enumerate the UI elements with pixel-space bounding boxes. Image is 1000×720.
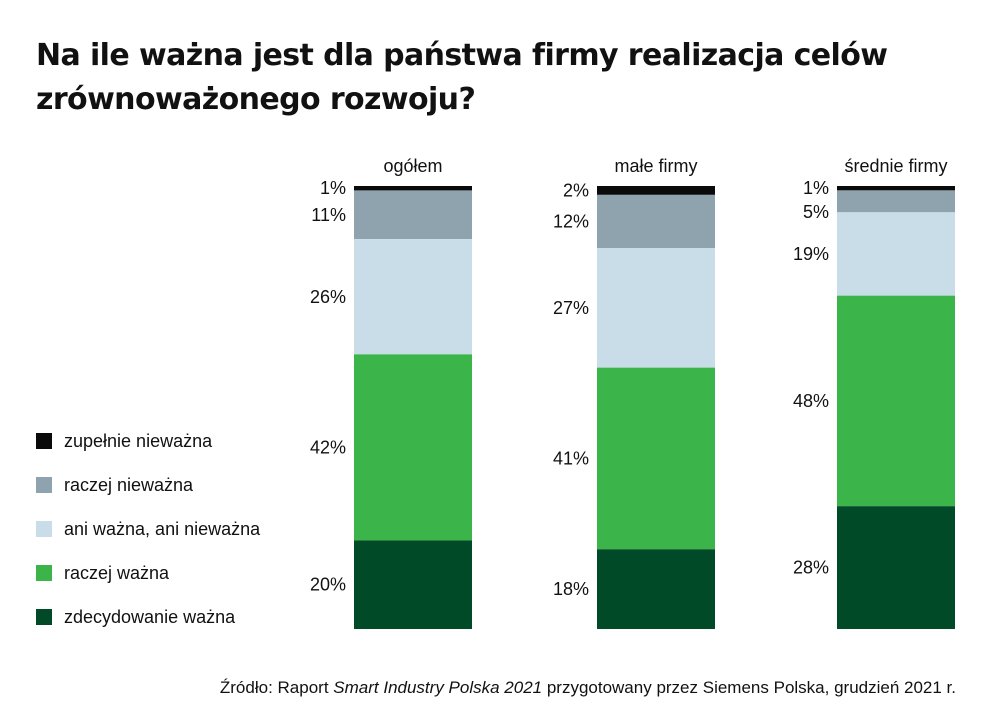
legend-item-ani-wazna: ani ważna, ani nieważna	[36, 518, 260, 540]
legend-item-zupelnie-niewazna: zupełnie nieważna	[36, 430, 260, 452]
bar-segment-zdecydowanie-wa-na	[354, 540, 472, 629]
value-label: 1%	[320, 178, 346, 198]
legend-label: zupełnie nieważna	[64, 430, 213, 451]
category-label: ogółem	[383, 156, 442, 176]
legend-label: raczej ważna	[64, 562, 170, 583]
category-label: małe firmy	[614, 156, 697, 176]
legend-swatch	[36, 433, 52, 449]
bar-segment-zupe-nie-niewa-na	[354, 186, 472, 191]
legend-item-raczej-niewazna: raczej nieważna	[36, 474, 260, 496]
chart-title: Na ile ważna jest dla państwa firmy real…	[36, 38, 888, 117]
bar-segment-raczej-niewa-na	[354, 190, 472, 240]
value-label: 18%	[553, 579, 589, 599]
legend-swatch	[36, 565, 52, 581]
value-label: 28%	[793, 558, 829, 578]
bar-segment-zdecydowanie-wa-na	[837, 506, 955, 629]
legend-swatch	[36, 609, 52, 625]
value-label: 11%	[311, 205, 346, 225]
value-label: 27%	[553, 298, 589, 318]
source-note: Źródło: Raport Smart Industry Polska 202…	[220, 678, 956, 698]
legend-label: ani ważna, ani nieważna	[64, 518, 261, 539]
value-label: 12%	[553, 211, 589, 231]
bar-segment-ani-wa-na-ani-niewa-na	[597, 248, 715, 368]
value-label: 1%	[803, 178, 829, 198]
legend-label: zdecydowanie ważna	[64, 606, 236, 627]
bar-segment-zupe-nie-niewa-na	[597, 186, 715, 195]
value-label: 42%	[310, 437, 346, 457]
value-label: 26%	[310, 287, 346, 307]
legend-item-raczej-wazna: raczej ważna	[36, 562, 260, 584]
source-report-title: Smart Industry Polska 2021	[333, 678, 543, 697]
legend-swatch	[36, 521, 52, 537]
bar-segment-raczej-wa-na	[354, 354, 472, 541]
bar-segment-ani-wa-na-ani-niewa-na	[354, 239, 472, 355]
category-label: średnie firmy	[844, 156, 947, 176]
value-label: 20%	[310, 575, 346, 595]
value-label: 5%	[803, 202, 829, 222]
bar-segment-ani-wa-na-ani-niewa-na	[837, 212, 955, 296]
bar-segment-raczej-niewa-na	[597, 194, 715, 249]
bar-segment-raczej-wa-na	[597, 367, 715, 550]
legend: zupełnie nieważna raczej nieważna ani wa…	[36, 430, 260, 650]
value-label: 2%	[563, 180, 589, 200]
bar-segment-zdecydowanie-wa-na	[597, 549, 715, 629]
bar-segment-zupe-nie-niewa-na	[837, 186, 955, 191]
legend-item-zdecydowanie-wazna: zdecydowanie ważna	[36, 606, 260, 628]
legend-swatch	[36, 477, 52, 493]
value-label: 41%	[553, 448, 589, 468]
value-label: 48%	[793, 391, 829, 411]
source-prefix: Źródło: Raport	[219, 678, 334, 697]
source-suffix: przygotowany przez Siemens Polska, grudz…	[542, 678, 956, 697]
value-label: 19%	[793, 244, 829, 264]
bar-segment-raczej-niewa-na	[837, 190, 955, 213]
legend-label: raczej nieważna	[64, 474, 194, 495]
bar-segment-raczej-wa-na	[837, 295, 955, 507]
